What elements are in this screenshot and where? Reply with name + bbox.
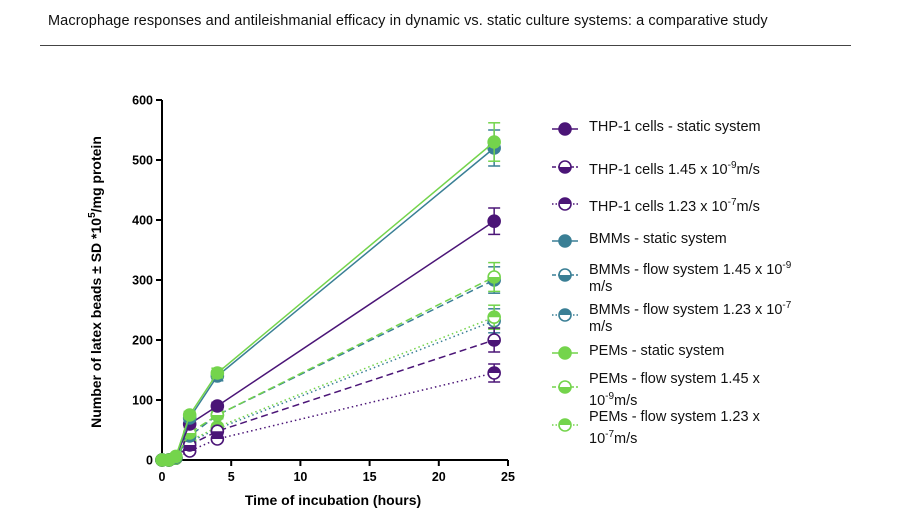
data-point xyxy=(210,366,225,380)
data-point xyxy=(487,366,501,380)
series-0 xyxy=(155,207,501,467)
chart-axes: 0 100 200 300 400 500 600 0 5 10 15 20 25 Time of inc… xyxy=(87,94,515,509)
legend-marker-shape xyxy=(558,234,572,248)
y-axis-label: Number of latex beads ± SD *105/mg prote… xyxy=(87,136,104,428)
data-point xyxy=(487,270,501,284)
x-tick-label: 0 xyxy=(159,470,166,484)
legend-label: BMMs - flow system 1.45 x 10-9 m/s xyxy=(589,260,792,295)
legend-item: BMMs - flow system 1.45 x 10-9 m/s xyxy=(552,260,882,302)
x-tick-label: 5 xyxy=(228,470,235,484)
series-2 xyxy=(155,363,501,467)
legend-item: THP-1 cells 1.23 x 10-7m/s xyxy=(552,191,882,231)
legend-label: PEMs - static system xyxy=(589,343,725,359)
data-point xyxy=(210,399,225,413)
y-tick-label: 0 xyxy=(146,454,153,468)
legend-marker xyxy=(552,234,578,248)
series-4 xyxy=(155,266,501,467)
x-tick-label: 25 xyxy=(501,470,515,484)
y-tick-label: 200 xyxy=(132,334,153,348)
legend-marker-shape xyxy=(558,380,572,394)
legend-marker xyxy=(552,380,578,394)
legend-item: PEMs - flow system 1.45 x 10-9m/s xyxy=(552,371,882,414)
x-tick-label: 15 xyxy=(363,470,377,484)
legend-label: THP-1 cells 1.23 x 10-7m/s xyxy=(589,197,760,215)
y-tick-label: 300 xyxy=(132,274,153,288)
legend-marker xyxy=(552,197,578,211)
legend-item: PEMs - flow system 1.23 x 10-7m/s xyxy=(552,409,882,452)
legend-marker-shape xyxy=(558,197,572,211)
legend-marker-shape xyxy=(558,418,572,432)
series-7 xyxy=(155,261,501,467)
legend-item: PEMs - static system xyxy=(552,340,882,380)
series-1 xyxy=(155,327,501,467)
data-point xyxy=(487,214,501,228)
data-point xyxy=(210,424,225,439)
legend-marker-shape xyxy=(558,308,572,322)
data-point xyxy=(169,449,183,464)
legend-label: PEMs - flow system 1.23 x 10-7m/s xyxy=(589,409,760,447)
legend-marker xyxy=(552,268,578,282)
legend-marker xyxy=(552,160,578,174)
legend-item: THP-1 cells - static system xyxy=(552,116,882,156)
legend-label: BMMs - flow system 1.23 x 10-7 m/s xyxy=(589,300,792,335)
x-tick-label: 10 xyxy=(293,470,307,484)
legend-marker-shape xyxy=(558,346,572,360)
legend-item: BMMs - flow system 1.23 x 10-7 m/s xyxy=(552,300,882,342)
data-point xyxy=(182,408,197,422)
x-axis-label: Time of incubation (hours) xyxy=(245,492,421,508)
legend-marker xyxy=(552,122,578,136)
data-point xyxy=(487,333,501,347)
series-6 xyxy=(155,122,501,467)
legend-marker-shape xyxy=(558,160,572,174)
data-point xyxy=(487,310,501,325)
data-point xyxy=(487,135,501,149)
y-tick-label: 100 xyxy=(132,394,153,408)
legend-label: THP-1 cells - static system xyxy=(589,119,761,135)
legend-label: PEMs - flow system 1.45 x 10-9m/s xyxy=(589,371,760,409)
y-tick-label: 600 xyxy=(132,94,153,108)
legend-marker-shape xyxy=(558,122,572,136)
y-tick-label: 400 xyxy=(132,214,153,228)
legend-label: THP-1 cells 1.45 x 10-9m/s xyxy=(589,160,760,178)
legend-marker-shape xyxy=(558,268,572,282)
legend-marker xyxy=(552,346,578,360)
title-divider xyxy=(40,45,851,46)
x-tick-label: 20 xyxy=(432,470,446,484)
legend-label: BMMs - static system xyxy=(589,231,727,247)
legend-item: BMMs - static system xyxy=(552,228,882,268)
legend-marker xyxy=(552,418,578,432)
chart-series-layer xyxy=(155,122,501,467)
legend-item: THP-1 cells 1.45 x 10-9m/s xyxy=(552,154,882,194)
page-title: Macrophage responses and antileishmanial… xyxy=(48,13,768,29)
legend-marker xyxy=(552,308,578,322)
y-tick-label: 500 xyxy=(132,154,153,168)
